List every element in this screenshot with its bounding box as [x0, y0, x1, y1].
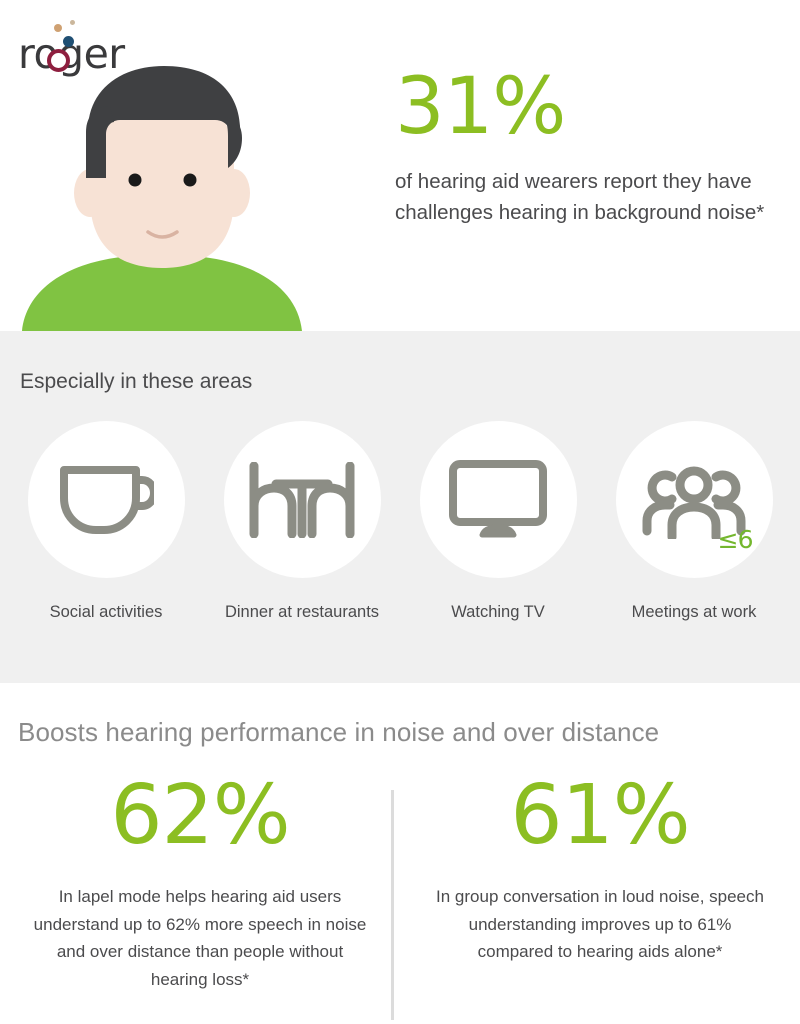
area-label: Social activities: [49, 603, 163, 621]
area-item-social-activities[interactable]: Social activities: [18, 421, 194, 622]
areas-section: Especially in these areas Social activit…: [0, 331, 800, 683]
logo-dot-tan-icon: [54, 24, 62, 32]
area-item-meetings-at-work[interactable]: ≤6 Meetings at work: [606, 421, 782, 622]
boost-column-lapel-mode: 62% In lapel mode helps hearing aid user…: [0, 775, 400, 993]
area-icon-circle: [419, 421, 577, 578]
hero-stat-value: 31%: [395, 62, 566, 152]
column-divider: [391, 790, 394, 1020]
boost-stat-description: In lapel mode helps hearing aid users un…: [33, 887, 367, 989]
areas-list: Social activities Di: [0, 421, 800, 622]
area-label: Dinner at restaurants: [224, 603, 380, 621]
coffee-cup-icon: [60, 465, 154, 534]
areas-section-title: Especially in these areas: [20, 370, 253, 393]
max-participants-badge: ≤6: [717, 525, 754, 554]
group-people-icon: [642, 466, 746, 539]
person-avatar-illustration: [22, 60, 322, 331]
roger-logo: roger: [18, 14, 198, 76]
boost-columns: 62% In lapel mode helps hearing aid user…: [0, 775, 800, 993]
hero-statistic: 31% of hearing aid wearers report they h…: [395, 62, 775, 228]
hero-section: roger: [0, 0, 800, 331]
area-item-dinner-at-restaurants[interactable]: Dinner at restaurants: [214, 421, 390, 622]
boost-stat-value: 62%: [110, 768, 290, 863]
boost-stat-value: 61%: [510, 768, 690, 863]
logo-o-ring-icon: [47, 49, 70, 72]
television-icon: [449, 459, 547, 537]
area-label: Meetings at work: [631, 603, 757, 621]
boost-column-group-conversation: 61% In group conversation in loud noise,…: [400, 775, 800, 993]
logo-dot-blue-icon: [63, 36, 74, 47]
area-icon-circle: [223, 421, 381, 578]
dinner-table-icon: [249, 461, 355, 538]
area-icon-circle: [27, 421, 185, 578]
boost-section-title: Boosts hearing performance in noise and …: [18, 717, 660, 747]
hero-stat-description: of hearing aid wearers report they have …: [395, 170, 765, 225]
boost-section: Boosts hearing performance in noise and …: [0, 683, 800, 1024]
area-icon-circle: ≤6: [615, 421, 773, 578]
logo-dot-small-icon: [70, 20, 75, 25]
area-label: Watching TV: [451, 603, 545, 621]
boost-stat-description: In group conversation in loud noise, spe…: [436, 887, 764, 962]
area-item-watching-tv[interactable]: Watching TV: [410, 421, 586, 622]
